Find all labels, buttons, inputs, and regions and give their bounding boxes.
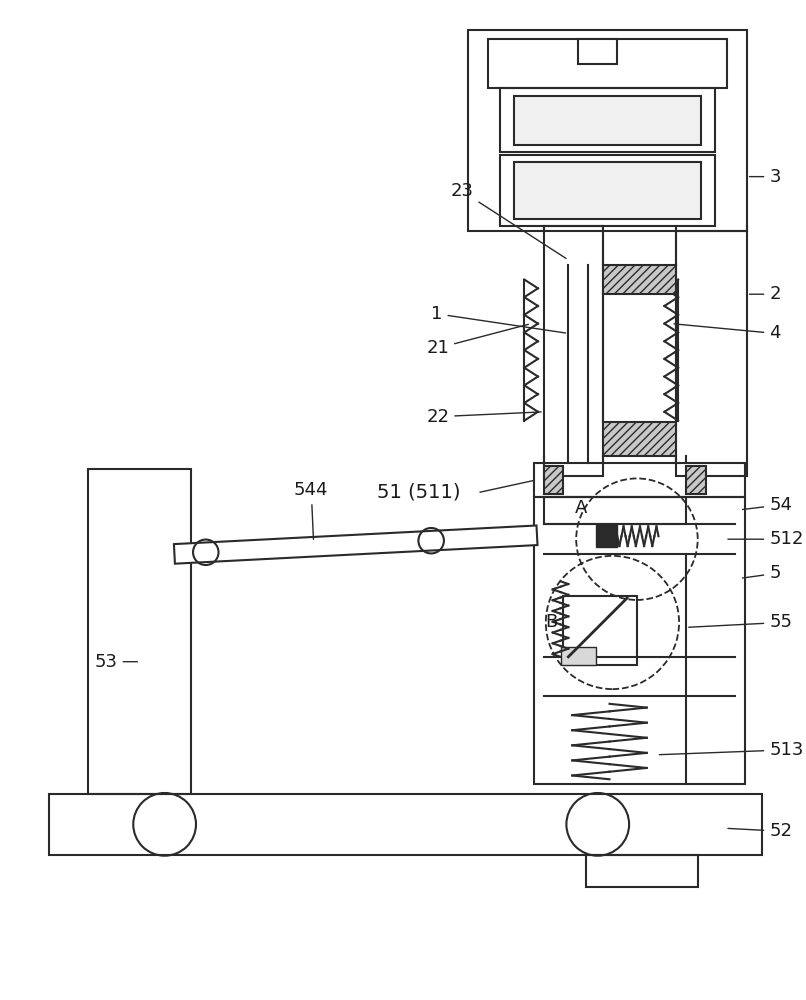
Text: 3: 3 (750, 168, 781, 186)
Bar (514, 162, 700, 219)
Text: 544: 544 (294, 481, 329, 539)
Text: 5: 5 (742, 564, 781, 582)
Text: B: B (546, 613, 558, 631)
Text: 51 (511): 51 (511) (377, 483, 461, 502)
Text: 22: 22 (426, 408, 541, 426)
Text: 53: 53 (94, 653, 137, 671)
Bar (544, 226, 603, 476)
Bar (88, 469, 191, 794)
Text: A: A (575, 499, 588, 517)
Bar (49, 794, 762, 855)
Bar (562, 647, 596, 665)
Text: 1: 1 (431, 305, 566, 333)
Bar (534, 463, 745, 497)
Bar (488, 39, 727, 88)
Bar (563, 596, 637, 665)
Bar (686, 466, 705, 494)
Bar (676, 231, 746, 476)
Polygon shape (174, 525, 538, 564)
Text: 2: 2 (750, 285, 781, 303)
Text: 52: 52 (728, 822, 792, 840)
Bar (500, 155, 716, 226)
Bar (544, 466, 563, 494)
Text: 55: 55 (688, 613, 792, 631)
Bar (500, 88, 716, 152)
Text: 512: 512 (728, 530, 804, 548)
Text: 4: 4 (674, 324, 781, 342)
Bar (468, 30, 746, 231)
Bar (578, 39, 617, 64)
Text: 54: 54 (742, 496, 792, 514)
Bar (603, 422, 676, 456)
Bar (514, 96, 700, 145)
Bar (603, 265, 676, 294)
Bar (596, 525, 617, 547)
Bar (534, 497, 745, 784)
Bar (544, 497, 686, 524)
Bar (586, 855, 698, 887)
Text: 23: 23 (451, 182, 566, 258)
Text: 21: 21 (426, 324, 529, 357)
Text: 513: 513 (659, 741, 804, 759)
